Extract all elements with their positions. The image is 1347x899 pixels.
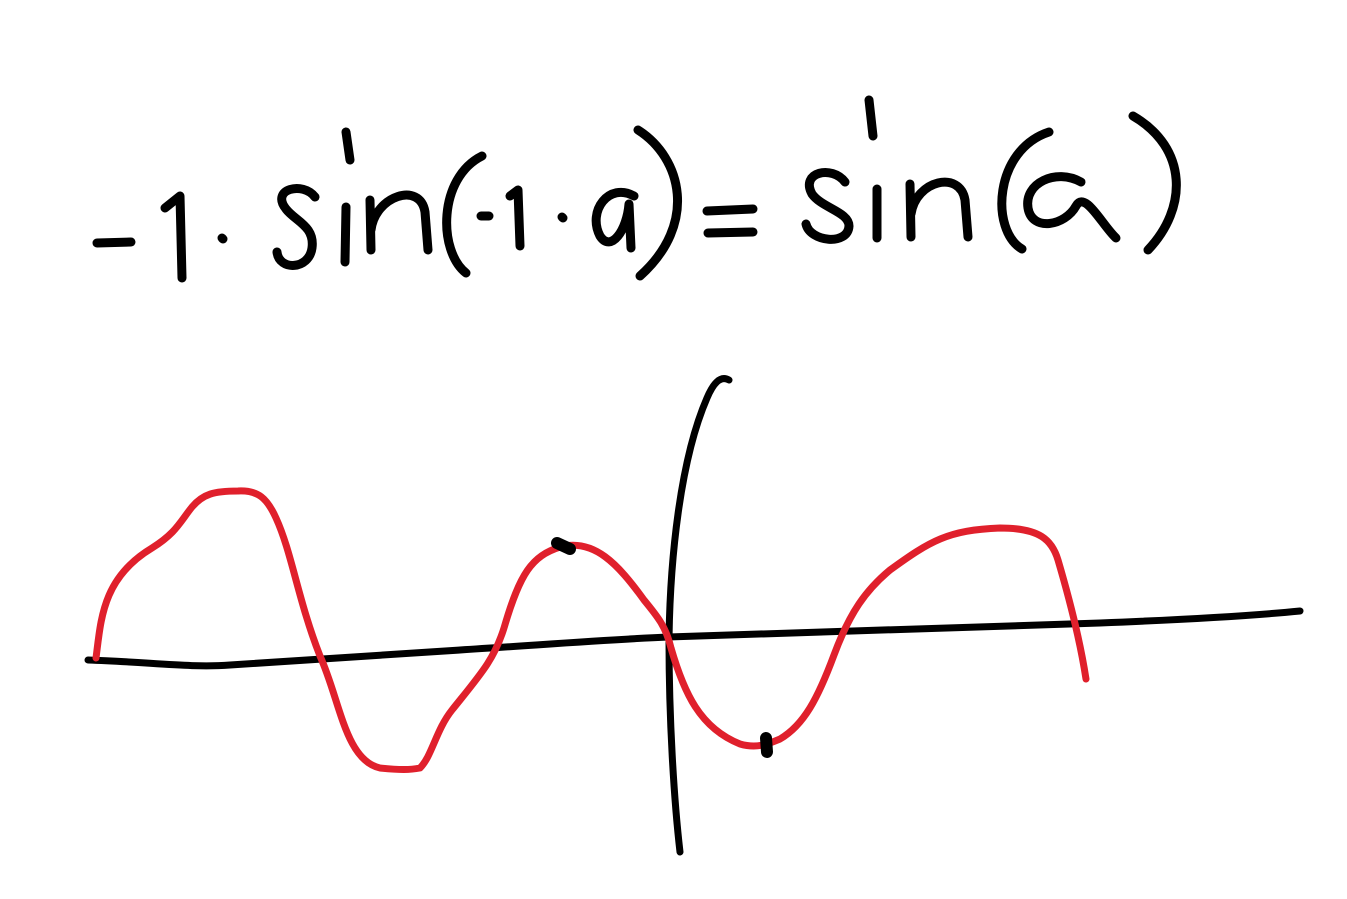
glyph-equals bbox=[702, 204, 758, 238]
glyph-n bbox=[365, 190, 433, 255]
glyph-minus bbox=[92, 237, 136, 248]
marker-max-point bbox=[551, 537, 576, 555]
marker-min-point bbox=[760, 732, 773, 758]
glyph-n-2 bbox=[905, 177, 973, 242]
glyph-s-2 bbox=[801, 168, 854, 244]
markers bbox=[551, 537, 773, 758]
glyph-dot-inner bbox=[557, 212, 568, 223]
glyph-i-dot bbox=[341, 127, 355, 165]
glyph-i-stem bbox=[340, 202, 351, 267]
glyph-alpha-2 bbox=[1023, 172, 1121, 243]
glyph-s bbox=[272, 184, 320, 270]
axes bbox=[84, 375, 1304, 856]
glyph-one-inner bbox=[505, 185, 525, 251]
glyph-paren-open-1 bbox=[442, 151, 487, 278]
sine-curve bbox=[92, 487, 1090, 773]
glyph-i-2-dot bbox=[864, 95, 878, 141]
x-axis bbox=[84, 607, 1304, 670]
glyph-paren-open-2 bbox=[997, 127, 1054, 254]
glyph-dot-multiply bbox=[217, 233, 228, 244]
glyph-one bbox=[160, 191, 187, 283]
y-axis bbox=[665, 375, 733, 856]
glyph-alpha-1 bbox=[591, 187, 639, 253]
glyph-paren-close-1 bbox=[633, 125, 683, 281]
glyph-paren-close-2 bbox=[1128, 111, 1181, 255]
handwritten-equation bbox=[92, 95, 1181, 283]
